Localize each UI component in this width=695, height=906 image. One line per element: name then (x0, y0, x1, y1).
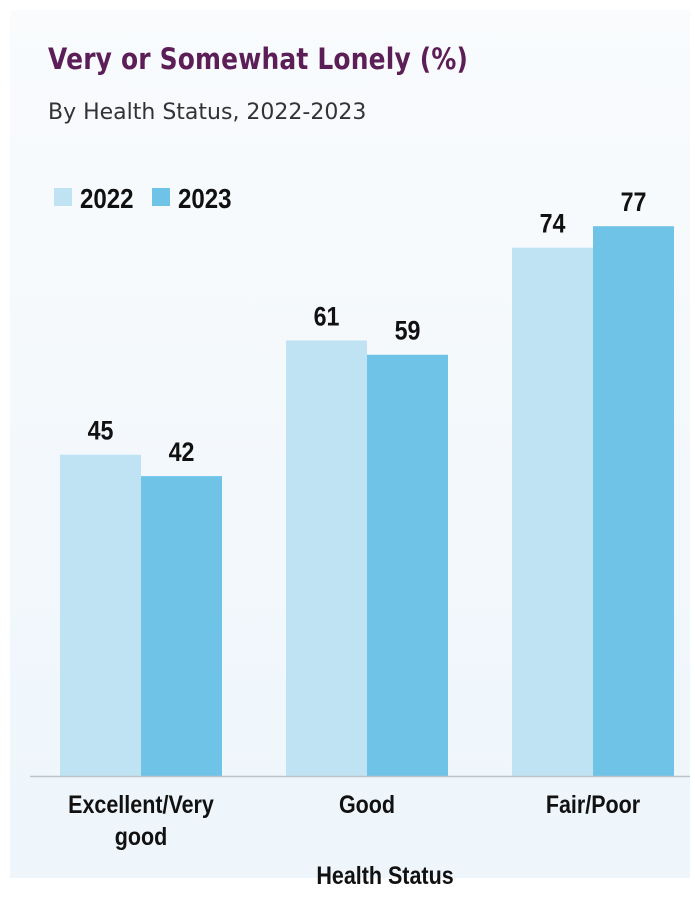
bar-2022-1 (286, 340, 367, 776)
legend-label-2022: 2022 (80, 182, 134, 214)
x-tick-label-2-0: Fair/Poor (546, 790, 640, 818)
data-label-2023-2: 77 (621, 188, 647, 218)
data-label-2022-1: 61 (314, 302, 340, 332)
chart-subtitle: By Health Status, 2022-2023 (48, 100, 367, 125)
data-labels: 45 42 61 59 74 77 (88, 188, 647, 468)
legend-swatch-2023 (152, 188, 170, 206)
legend-label-2023: 2023 (178, 182, 232, 214)
legend: 2022 2023 (54, 182, 232, 214)
data-label-2022-0: 45 (88, 416, 114, 446)
data-label-2022-2: 74 (540, 209, 566, 239)
bar-2022-2 (512, 247, 593, 776)
bar-2023-1 (367, 354, 448, 776)
legend-swatch-2022 (54, 188, 72, 206)
x-tick-label-1-0: Good (339, 790, 395, 818)
x-tick-label-0-0: Excellent/Very (68, 790, 214, 818)
data-label-2023-0: 42 (169, 438, 195, 468)
bars (60, 226, 674, 777)
bar-2023-0 (141, 476, 222, 776)
x-tick-label-0-1: good (115, 822, 168, 850)
x-axis-title: Health Status (316, 861, 453, 889)
bar-2022-0 (60, 454, 141, 776)
chart-title: Very or Somewhat Lonely (%) (48, 42, 469, 76)
bar-2023-2 (593, 226, 674, 777)
x-tick-labels: Excellent/Very good Good Fair/Poor (68, 790, 640, 850)
data-label-2023-1: 59 (395, 316, 421, 346)
